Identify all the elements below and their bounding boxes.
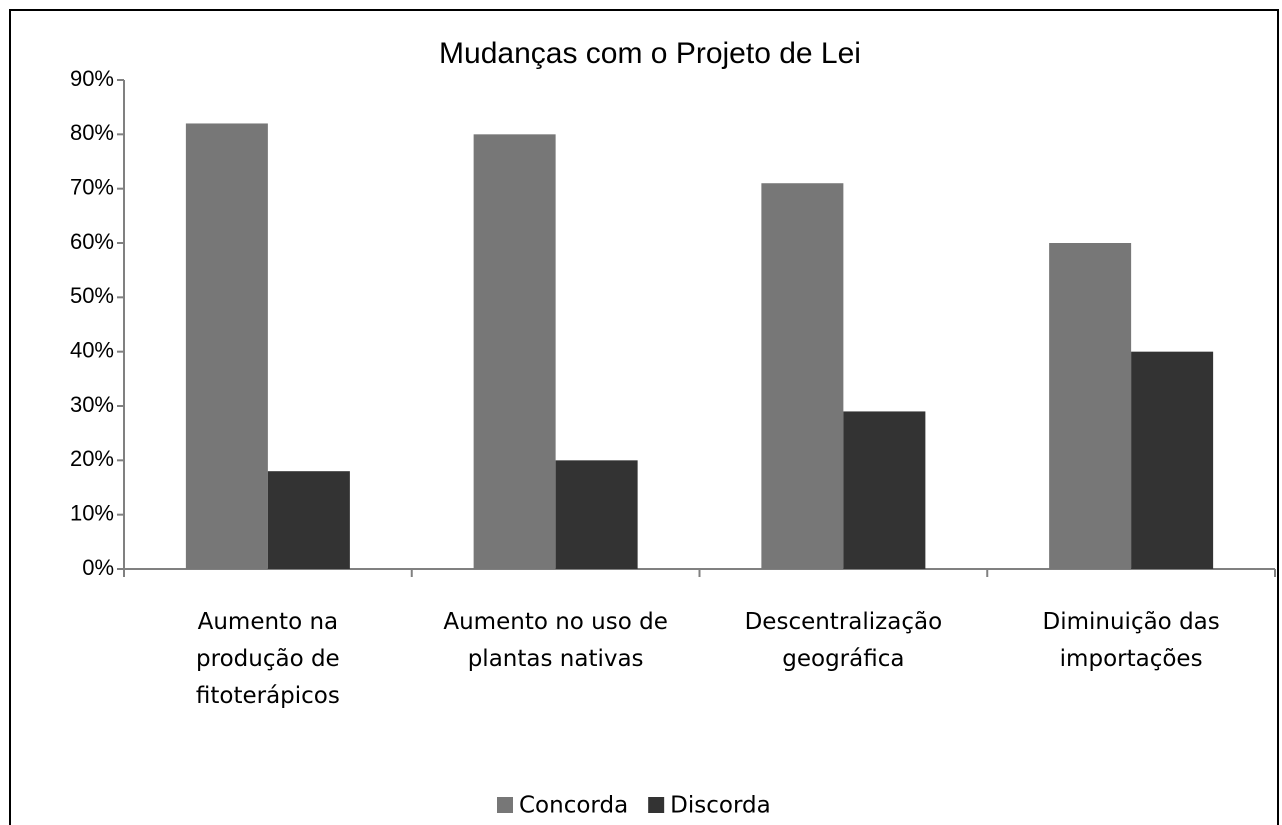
y-tick-label: 20% [70, 446, 114, 471]
y-tick-label: 0% [82, 555, 114, 580]
legend-swatch [648, 797, 665, 813]
y-tick-label: 90% [70, 66, 114, 91]
legend-label: Discorda [670, 793, 771, 819]
y-tick-label: 30% [70, 392, 114, 417]
legend-label: Concorda [519, 793, 628, 819]
y-tick-label: 80% [70, 120, 114, 145]
y-tick-label: 10% [70, 500, 114, 525]
bar [473, 134, 556, 570]
x-tick-label: Aumento no uso de plantas nativas [443, 609, 668, 672]
x-tick-label: Descentralização geográfica [744, 609, 943, 672]
y-tick-label: 40% [70, 337, 114, 362]
bar [555, 460, 638, 569]
bar [1131, 351, 1214, 569]
x-tick-label: Aumento na produção de fitoterápicos [195, 609, 340, 709]
bar [761, 183, 844, 569]
y-tick-label: 70% [70, 174, 114, 199]
bar [843, 411, 926, 569]
y-tick-label: 50% [70, 283, 114, 308]
x-tick-label: Diminuição das importações [1042, 609, 1220, 672]
chart-title: Mudanças com o Projeto de Lei [439, 37, 861, 70]
legend-swatch [497, 797, 513, 813]
bar [267, 471, 350, 569]
bar [185, 123, 268, 569]
bar [1049, 243, 1132, 569]
chart-border [9, 9, 1279, 825]
y-tick-label: 60% [70, 229, 114, 254]
